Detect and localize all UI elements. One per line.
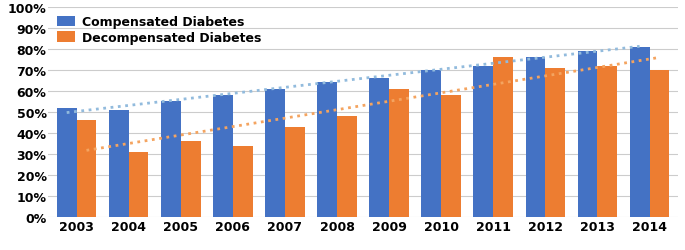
Bar [181,142,201,218]
Bar [577,52,597,218]
Bar [369,79,389,218]
Bar [233,146,253,218]
Bar [161,102,181,218]
Bar [525,58,545,218]
Bar [630,48,649,217]
Bar [109,110,129,218]
Bar [213,96,233,218]
Legend: Compensated Diabetes, Decompensated Diabetes: Compensated Diabetes, Decompensated Diab… [54,14,264,47]
Bar [265,90,285,218]
Bar [77,121,97,218]
Bar [545,68,565,218]
Bar [597,66,617,218]
Bar [285,127,305,218]
Bar [129,152,149,218]
Bar [493,58,513,218]
Bar [389,90,409,218]
Bar [317,83,337,218]
Bar [57,108,77,218]
Bar [473,66,493,218]
Bar [421,70,441,218]
Bar [337,117,357,218]
Bar [649,70,669,218]
Bar [441,96,461,218]
